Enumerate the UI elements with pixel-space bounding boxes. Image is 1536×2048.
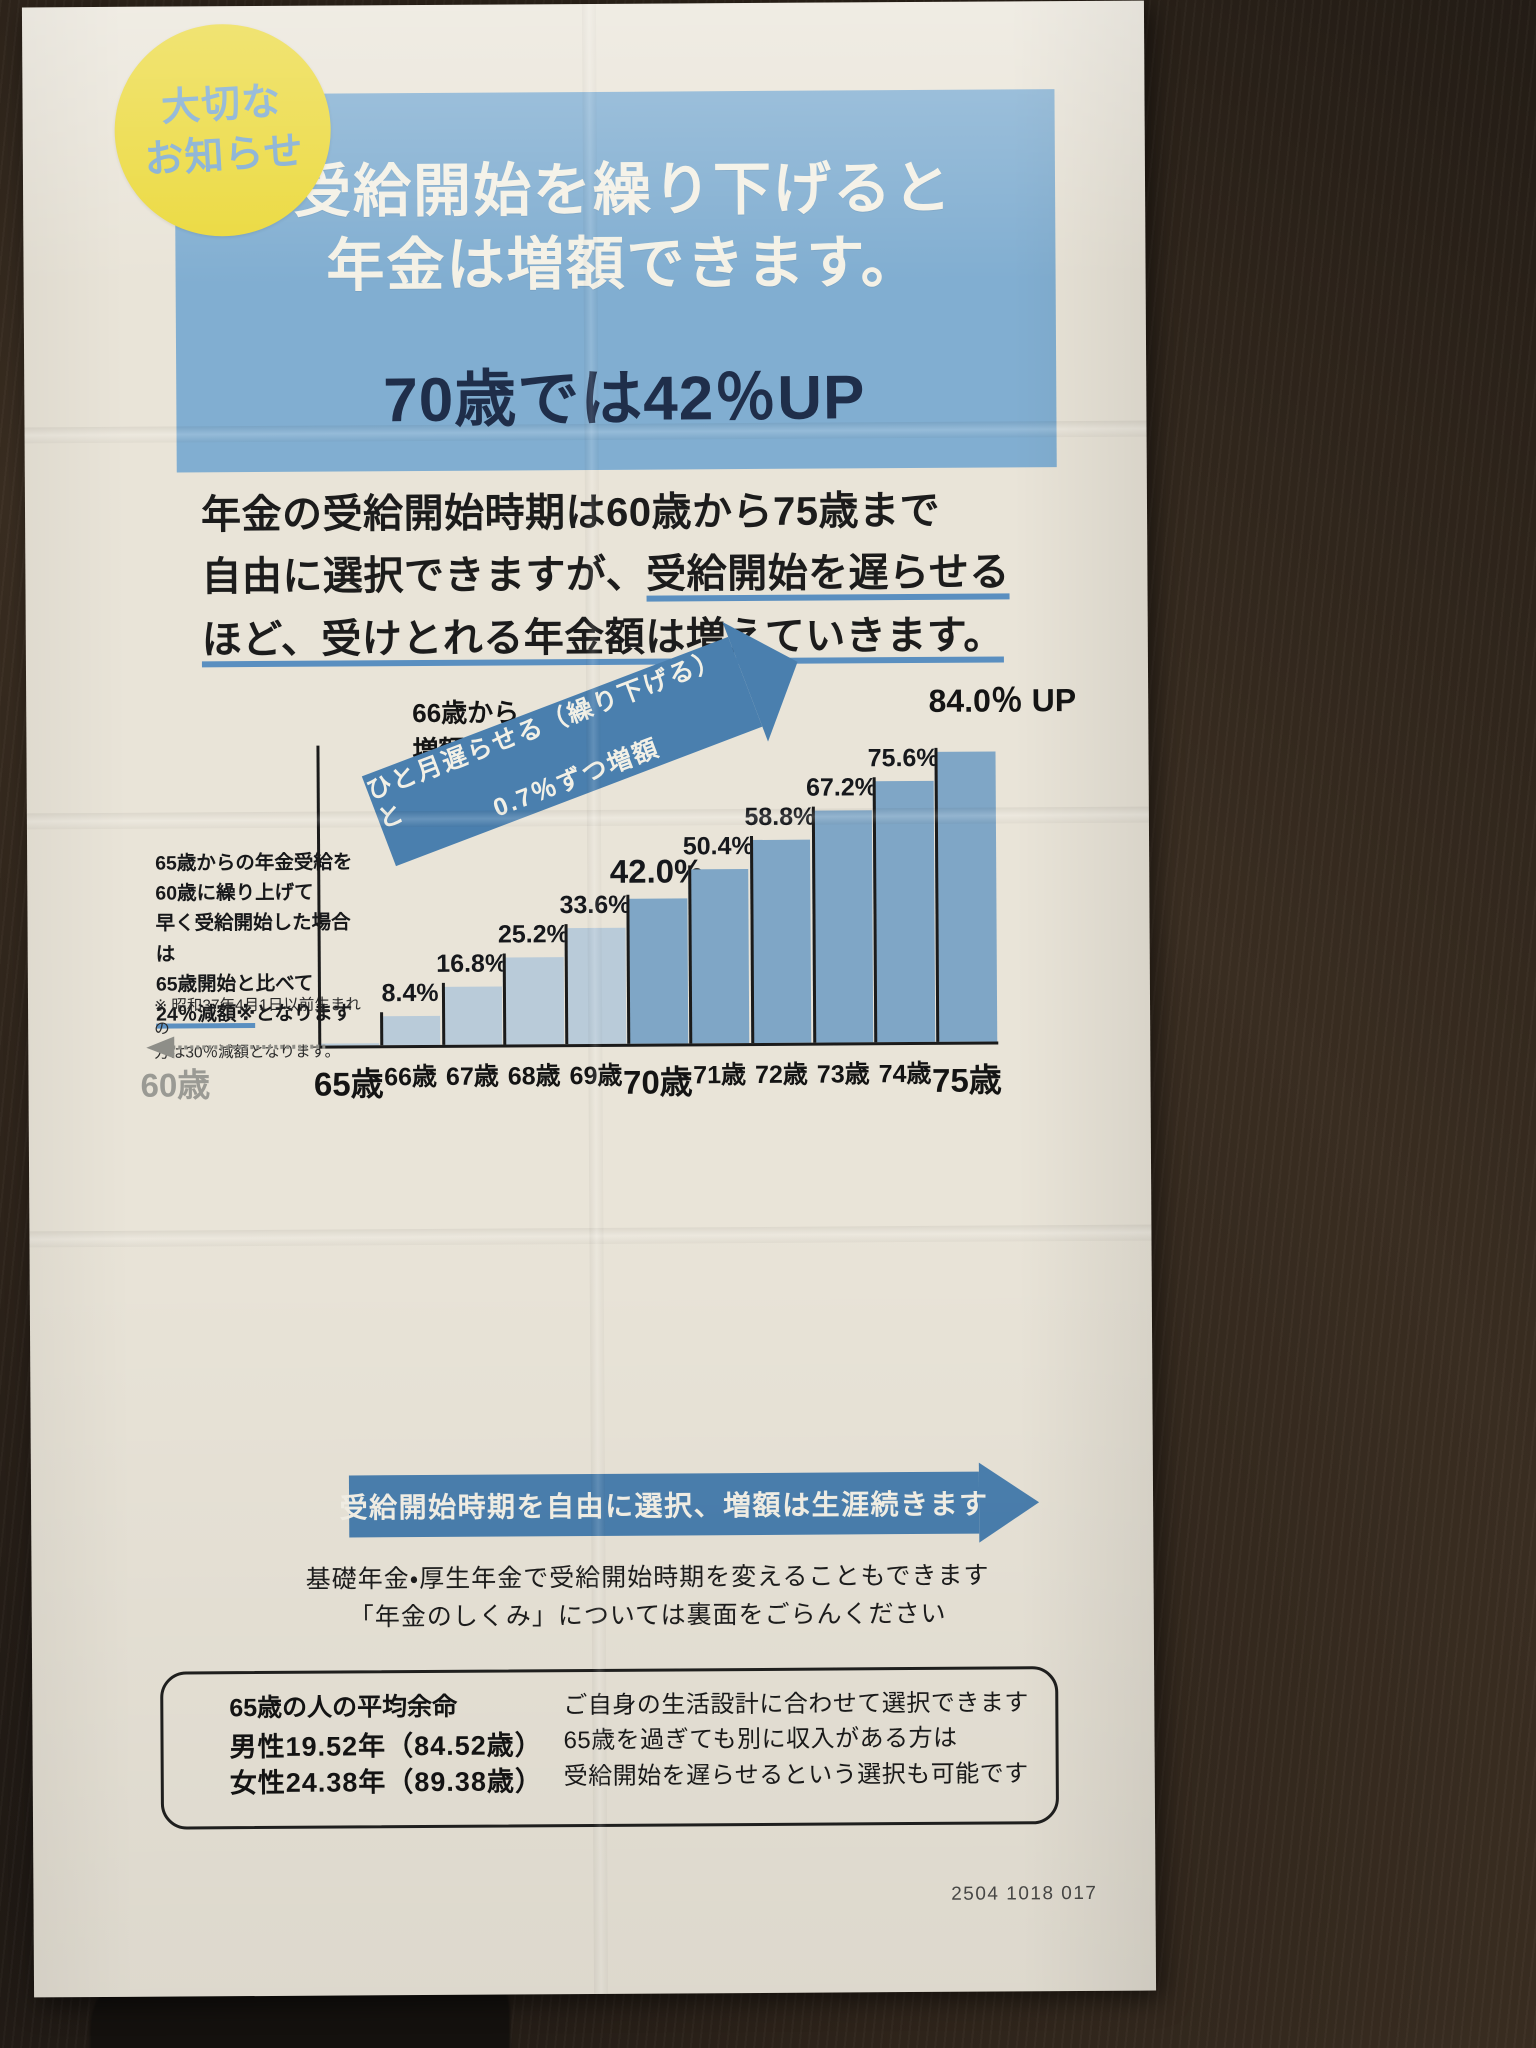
max-increase-label: 84.0％ UP [928,682,1077,719]
chart-plot-area: 8.4% 16.8% 25.2% 33.6% 42.0% 50.4% 58.8% 67.2% 7… [316,742,998,1046]
page-title-line1: 受給開始を繰り下げると [292,155,954,225]
life-expectancy-column: 65歳の人の平均余命 男性19.52年（84.52歳） 女性24.38年（89.… [163,1672,564,1826]
lifetime-banner-text: 受給開始時期を自由に選択、増額は生涯続きます [339,1488,989,1524]
chart-x-tick-68: 68歳 [507,1062,561,1091]
intro-line2: 自由に選択できますが、受給開始を遅らせる [201,541,1081,609]
age-label-60: 60歳 [140,1066,211,1104]
life-expectancy-title: 65歳の人の平均余命 [229,1692,458,1723]
planning-advice-line3: 受給開始を遅らせるという選択も可能です [563,1759,1029,1790]
chart-x-tick-67: 67歳 [445,1062,499,1091]
chart-bar: 50.4% [683,743,754,1044]
chart-bar [934,742,998,1042]
chart-bar: 25.2% [498,744,569,1045]
fold-crease-horizontal-lower [29,1224,1152,1248]
chart-bar-fill [441,986,503,1045]
chart-x-tick-73: 73歳 [816,1060,870,1089]
supplementary-lines: 基礎年金・厚生年金で受給開始時期を変えることもできます 「年金のしくみ」について… [207,1557,1087,1637]
header-subtitle: 70歳では42％UP [383,363,866,436]
chart-bar-value-label: 58.8% [744,802,816,832]
badge-label-line2: お知らせ [143,129,305,182]
page-title-line2: 年金は増額できます。 [326,230,921,299]
planning-advice-column: ご自身の生活設計に合わせて選択できます 65歳を過ぎても別に収入がある方は 受給… [563,1669,1056,1824]
early-claim-arrow-icon [146,1036,327,1059]
intro-line2-underlined: 受給開始を遅らせる [645,550,1010,603]
chart-x-tick-69: 69歳 [569,1061,623,1091]
life-expectancy-female: 女性24.38年（89.38歳） [229,1766,544,1799]
chart-x-tick-75: 75歳 [932,1061,1002,1099]
chart-bar-value-label: 75.6% [867,743,939,773]
chart-bar-fill [379,1015,441,1046]
life-expectancy-male: 男性19.52年（84.52歳） [229,1730,543,1763]
chart-bar: 16.8% [436,745,507,1045]
chart-bar-value-label: 50.4% [682,831,754,861]
chart-bar-fill [934,751,998,1042]
planning-advice-line1: ご自身の生活設計に合わせて選択できます [563,1689,1029,1720]
supplementary-line1: 基礎年金・厚生年金で受給開始時期を変えることもできます [305,1561,990,1594]
intro-paragraph: 年金の受給開始時期は60歳から75歳まで 自由に選択できますが、受給開始を遅らせ… [201,479,1082,672]
page-title: 受給開始を繰り下げると 年金は増額できます。 [203,151,1044,305]
chart-bar-fill [749,839,812,1044]
chart-bar: 58.8% [744,743,815,1044]
document-code: 2504 1018 017 [951,1882,1098,1905]
pension-increase-bar-chart: 65歳からの年金受給を 60歳に繰り上げて 早く受給開始した場合は 65歳開始と… [26,602,1151,1138]
chart-bar-fill [811,810,874,1043]
chart-x-tick-70: 70歳 [622,1063,693,1101]
chart-bar: 42.0% [610,743,703,1044]
chart-bar: 33.6% [559,744,631,1045]
chart-x-tick-66: 66歳 [384,1062,438,1092]
badge-label: 大切な お知らせ [140,74,305,186]
chart-x-tick-71: 71歳 [693,1061,747,1090]
lifetime-increase-banner: 受給開始時期を自由に選択、増額は生涯続きます [339,1462,1040,1543]
chart-bar [316,745,379,1046]
chart-bar-fill [688,869,750,1044]
chart-bar-fill [873,780,936,1043]
badge-label-line1: 大切な [159,79,283,130]
chart-bar-value-label: 67.2% [805,773,878,802]
chart-bar-gridline [441,982,445,1045]
planning-advice-line2: 65歳を過ぎても別に収入がある方は [563,1725,958,1755]
chart-bar: 67.2% [806,742,877,1043]
pension-leaflet-paper: 受給開始を繰り下げると 年金は増額できます。 70歳では42％UP 大切な お知… [21,0,1157,1998]
chart-bar-gridline [503,953,507,1045]
chart-x-tick-72: 72歳 [754,1060,808,1089]
chart-x-tick-65: 65歳 [313,1065,384,1103]
intro-line3-underlined: ほど、受けとれる年金額は増えていきます。 [201,613,1004,668]
intro-line1: 年金の受給開始時期は60歳から75歳まで [200,488,941,538]
chart-bar-gridline [379,1012,384,1046]
chart-bar-value-label: 25.2% [497,920,569,949]
chart-bar-value-label: 33.6% [559,890,631,920]
intro-line2-plain: 自由に選択できますが、 [201,553,647,600]
chart-bar-fill [564,927,627,1045]
chart-bar: 75.6% [868,742,939,1043]
chart-bar-fill [626,898,688,1044]
chart-bar-fill [503,957,565,1045]
chart-bar-gridline [316,745,322,1046]
life-expectancy-info-box: 65歳の人の平均余命 男性19.52年（84.52歳） 女性24.38年（89.… [160,1666,1060,1830]
chart-bar: 8.4% [378,745,441,1046]
chart-bar-value-label: 8.4% [381,978,439,1008]
supplementary-line2: 「年金のしくみ」については裏面をごらんください [348,1599,947,1631]
chart-bar-value-label: 16.8% [436,949,508,978]
chart-x-tick-74: 74歳 [878,1059,932,1089]
